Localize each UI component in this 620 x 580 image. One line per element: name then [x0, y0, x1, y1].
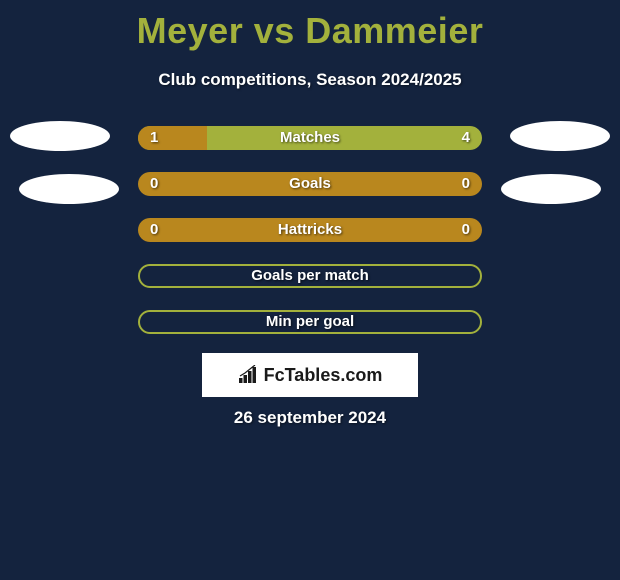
logo-text: FcTables.com	[238, 365, 383, 386]
player-left-icon-2	[19, 174, 119, 204]
stats-bars: 1Matches40Goals00Hattricks0Goals per mat…	[138, 126, 482, 356]
bar-chart-icon	[238, 365, 260, 385]
logo-label: FcTables.com	[264, 365, 383, 386]
bar-center-label: Hattricks	[138, 218, 482, 242]
bar-right-value: 4	[462, 126, 470, 150]
stat-bar-goals-per-match: Goals per match	[138, 264, 482, 288]
stat-bar-min-per-goal: Min per goal	[138, 310, 482, 334]
comparison-subtitle: Club competitions, Season 2024/2025	[0, 70, 620, 90]
fctables-logo: FcTables.com	[202, 353, 418, 397]
bar-center-label: Goals	[138, 172, 482, 196]
bar-center-label: Min per goal	[140, 312, 480, 332]
player-right-icon-2	[501, 174, 601, 204]
bar-center-label: Goals per match	[140, 266, 480, 286]
snapshot-date: 26 september 2024	[0, 408, 620, 428]
stat-bar-hattricks: 0Hattricks0	[138, 218, 482, 242]
player-right-icon-1	[510, 121, 610, 151]
bar-right-value: 0	[462, 172, 470, 196]
stat-bar-matches: 1Matches4	[138, 126, 482, 150]
bar-center-label: Matches	[138, 126, 482, 150]
stat-bar-goals: 0Goals0	[138, 172, 482, 196]
bar-right-value: 0	[462, 218, 470, 242]
comparison-title: Meyer vs Dammeier	[0, 0, 620, 52]
player-left-icon-1	[10, 121, 110, 151]
